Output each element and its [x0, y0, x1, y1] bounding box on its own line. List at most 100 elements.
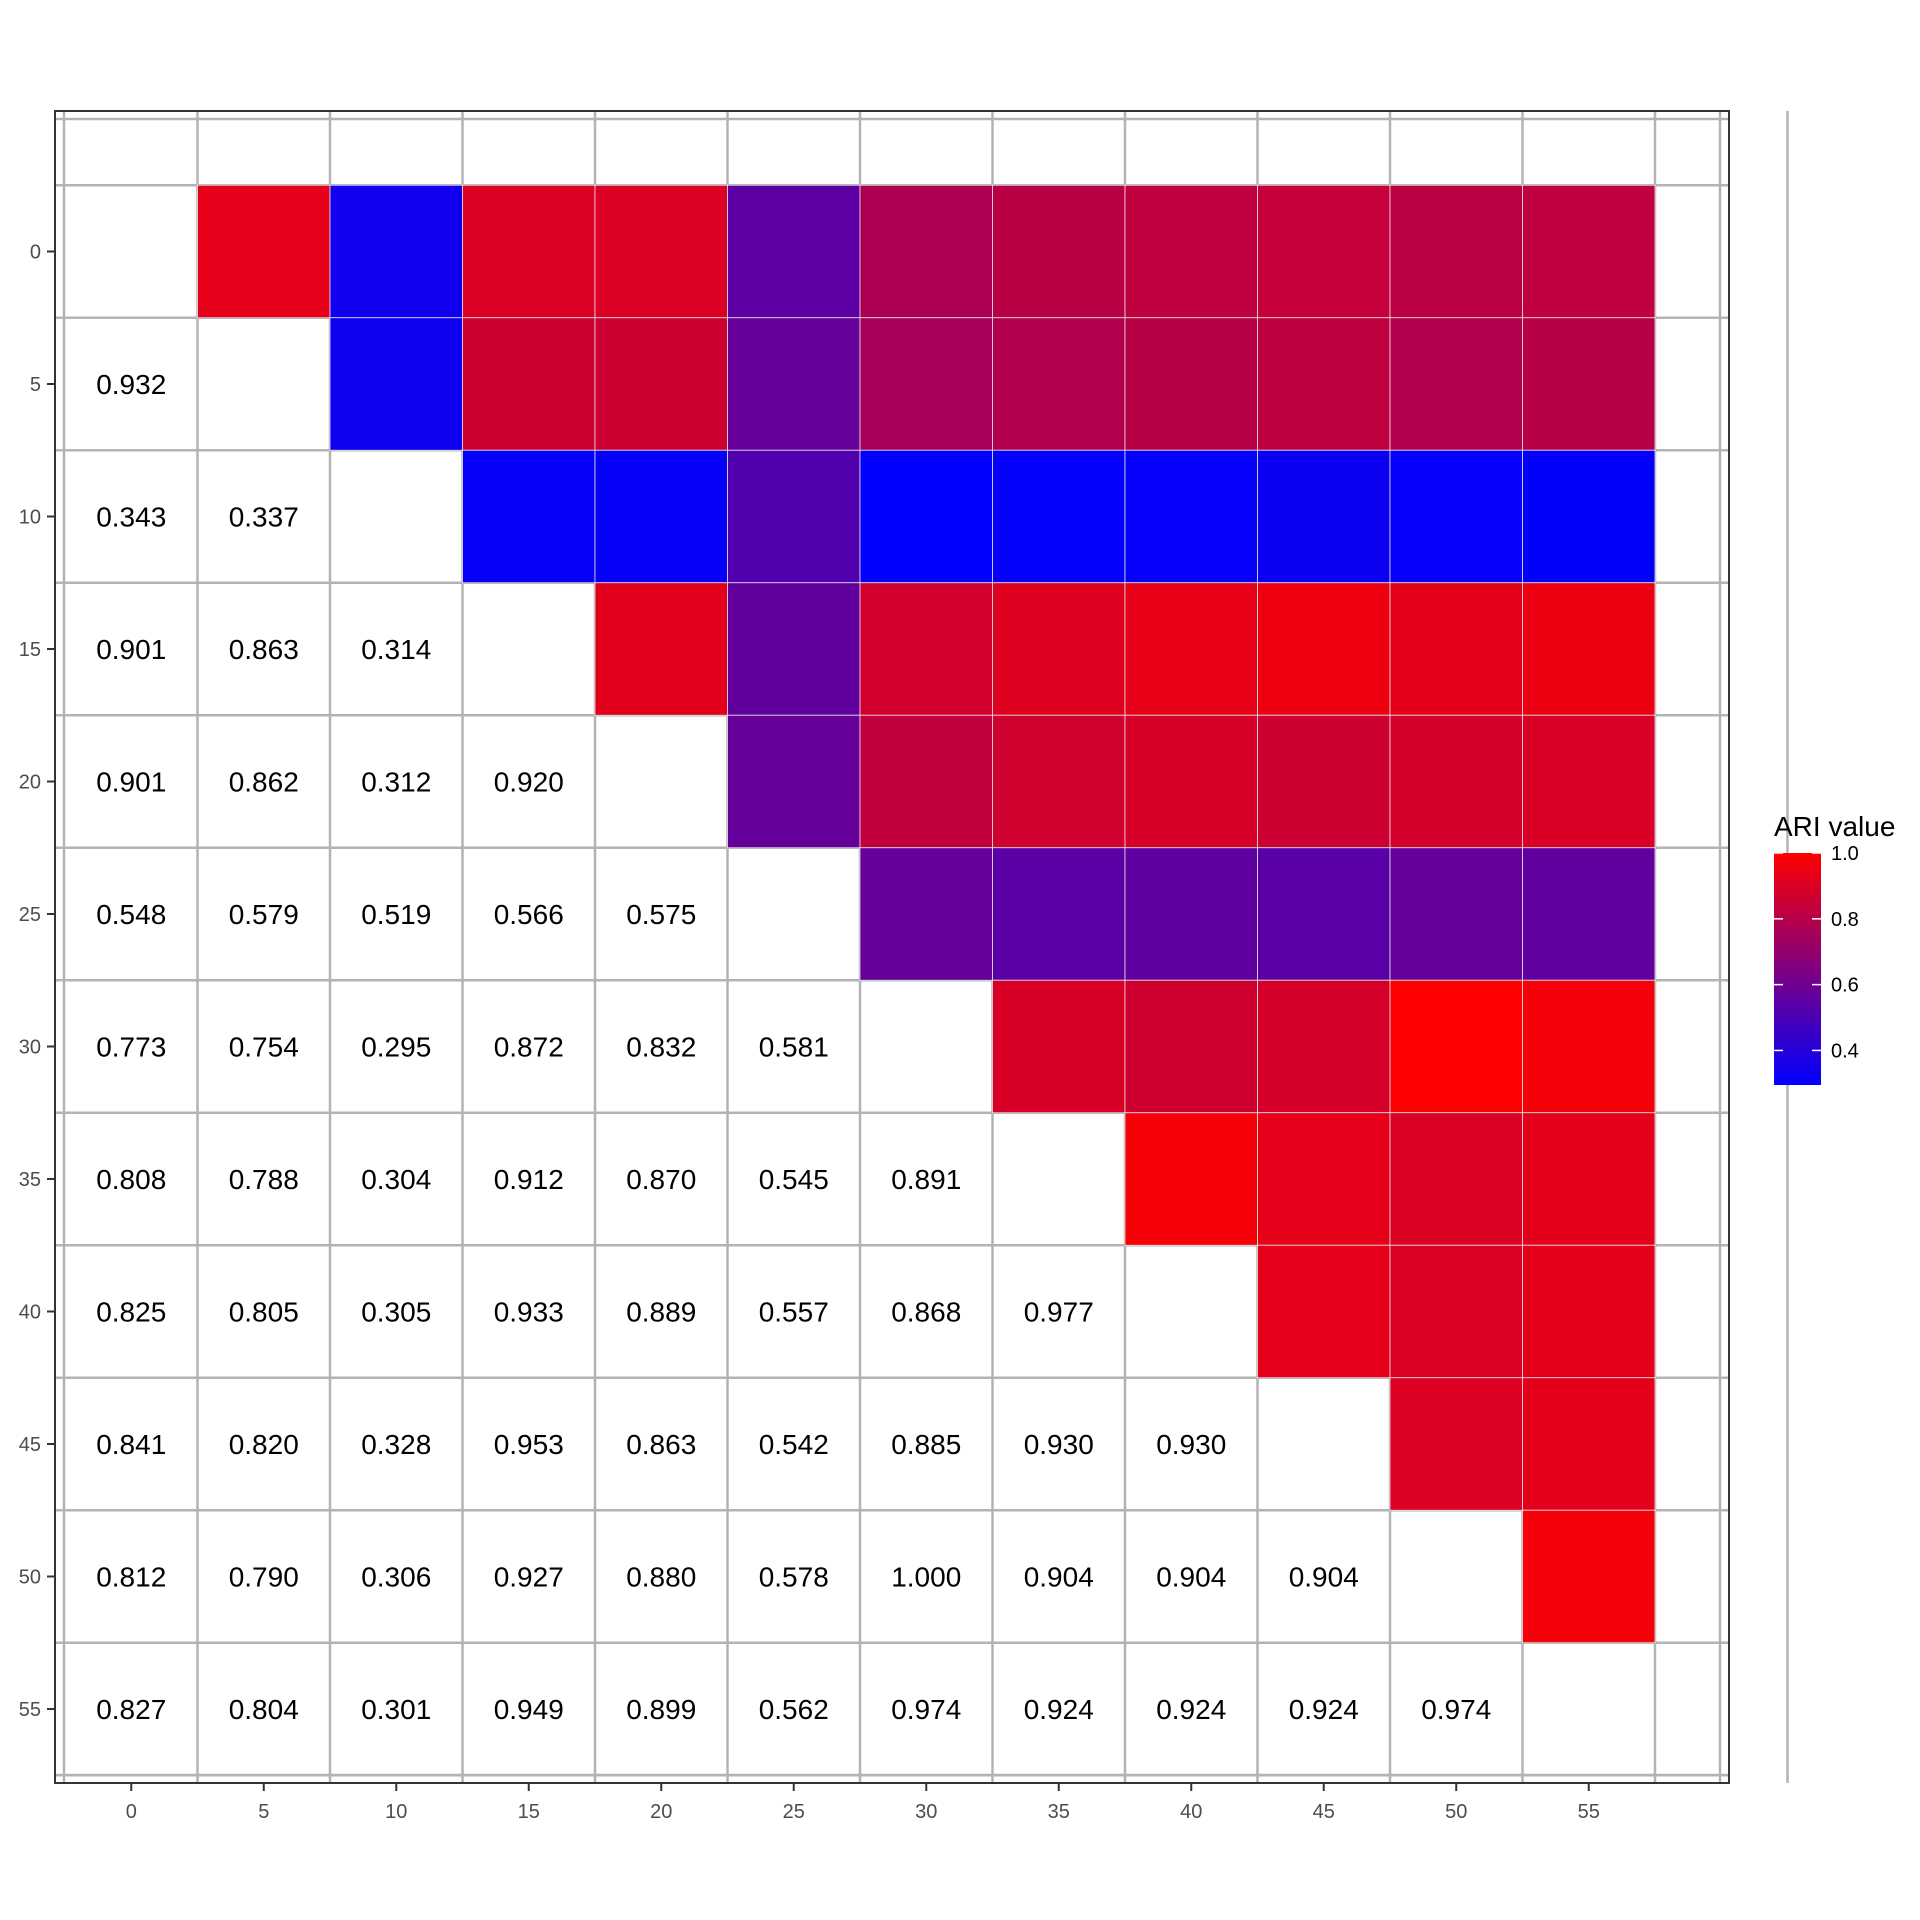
x-tick-label: 10	[385, 1801, 407, 1823]
cell-value-label: 0.579	[229, 899, 299, 930]
legend-tick-label: 0.8	[1831, 909, 1859, 931]
heatmap-tile	[1124, 1112, 1258, 1246]
cell-value-label: 0.548	[96, 899, 166, 930]
cell-value-label: 0.312	[361, 767, 431, 798]
x-tick-label: 0	[126, 1801, 137, 1823]
heatmap-tile	[594, 317, 728, 451]
y-tick-label: 35	[19, 1169, 41, 1191]
legend-tick-label: 1.0	[1831, 843, 1859, 865]
y-tick-label: 10	[19, 507, 41, 529]
cell-value-label: 0.305	[361, 1297, 431, 1328]
heatmap-tile	[1257, 1112, 1391, 1246]
heatmap-tile	[992, 847, 1126, 981]
cell-value-label: 0.566	[494, 899, 564, 930]
heatmap-tile	[329, 184, 463, 319]
cell-value-label: 0.301	[361, 1694, 431, 1725]
heatmap-tile	[462, 449, 596, 584]
heatmap-tile	[1124, 582, 1258, 716]
cell-value-label: 0.933	[494, 1297, 564, 1328]
cell-value-label: 0.773	[96, 1032, 166, 1063]
cell-value-label: 0.901	[96, 767, 166, 798]
cell-value-label: 0.863	[229, 634, 299, 665]
heatmap-tile	[1522, 184, 1656, 319]
legend-colorbar	[1774, 853, 1821, 1085]
x-tick-label: 40	[1180, 1801, 1202, 1823]
heatmap-tile	[1257, 582, 1391, 716]
heatmap-tile	[1257, 184, 1391, 319]
heatmap-tile	[1257, 449, 1391, 584]
x-tick-label: 30	[915, 1801, 937, 1823]
cell-value-label: 0.519	[361, 899, 431, 930]
heatmap-tile	[1389, 317, 1523, 451]
heatmap-tile	[992, 184, 1126, 319]
x-tick-label: 50	[1445, 1801, 1467, 1823]
cell-value-label: 0.314	[361, 634, 431, 665]
cell-value-label: 0.924	[1289, 1694, 1359, 1725]
cell-value-label: 0.880	[626, 1562, 696, 1593]
cell-value-label: 0.862	[229, 767, 299, 798]
cell-value-label: 0.932	[96, 369, 166, 400]
heatmap-tile	[1522, 1244, 1656, 1379]
x-tick-label: 5	[258, 1801, 269, 1823]
cell-value-label: 0.343	[96, 502, 166, 533]
y-tick-label: 55	[19, 1699, 41, 1721]
heatmap-tile	[859, 582, 993, 716]
cell-value-label: 0.920	[494, 767, 564, 798]
heatmap-tile	[1522, 979, 1656, 1114]
heatmap-tile	[1389, 847, 1523, 981]
cell-value-label: 0.924	[1024, 1694, 1094, 1725]
cell-value-label: 0.904	[1156, 1562, 1226, 1593]
heatmap-tile	[992, 317, 1126, 451]
cell-value-label: 0.912	[494, 1164, 564, 1195]
cell-value-label: 0.306	[361, 1562, 431, 1593]
heatmap-tile	[1124, 317, 1258, 451]
heatmap-tile	[1389, 1112, 1523, 1246]
heatmap-tile	[1389, 714, 1523, 849]
heatmap-tile	[1522, 449, 1656, 584]
heatmap-tile	[859, 449, 993, 584]
cell-value-label: 0.899	[626, 1694, 696, 1725]
y-tick-label: 40	[19, 1302, 41, 1324]
cell-value-label: 0.930	[1024, 1429, 1094, 1460]
legend-title: ARI value	[1774, 811, 1895, 842]
heatmap-tile	[594, 184, 728, 319]
cell-value-label: 0.542	[759, 1429, 829, 1460]
y-axis-ticks: 0 5 10 15 20 25 30 35 40 45 50 55	[19, 242, 55, 1721]
cell-value-label: 0.949	[494, 1694, 564, 1725]
heatmap-tile	[1124, 979, 1258, 1114]
heatmap-tile	[727, 449, 861, 584]
cell-value-label: 0.863	[626, 1429, 696, 1460]
heatmap-tile	[462, 184, 596, 319]
cell-value-label: 0.891	[891, 1164, 961, 1195]
heatmap-tile	[1389, 582, 1523, 716]
heatmap-tile	[594, 582, 728, 716]
heatmap-tile	[594, 449, 728, 584]
heatmap-tile	[1257, 714, 1391, 849]
heatmap-tile	[1522, 1112, 1656, 1246]
legend: ARI value 1.0 0.8 0.6 0.4	[1774, 811, 1895, 1085]
cell-value-label: 0.808	[96, 1164, 166, 1195]
legend-tick-label: 0.6	[1831, 975, 1859, 997]
y-tick-label: 30	[19, 1037, 41, 1059]
cell-value-labels: 0.932 0.343 0.337 0.901 0.863 0.314 0.901 0.862…	[96, 369, 1491, 1725]
cell-value-label: 0.557	[759, 1297, 829, 1328]
heatmap-tile	[727, 714, 861, 849]
cell-value-label: 0.754	[229, 1032, 299, 1063]
cell-value-label: 0.578	[759, 1562, 829, 1593]
heatmap-tile	[1522, 1377, 1656, 1511]
heatmap-tile	[1522, 714, 1656, 849]
cell-value-label: 0.974	[1421, 1694, 1491, 1725]
heatmap-tile	[1124, 714, 1258, 849]
cell-value-label: 0.790	[229, 1562, 299, 1593]
cell-value-label: 0.924	[1156, 1694, 1226, 1725]
heatmap-tile	[462, 317, 596, 451]
heatmap-tile	[1522, 317, 1656, 451]
heatmap-tile	[1389, 979, 1523, 1114]
cell-value-label: 0.545	[759, 1164, 829, 1195]
heatmap-tile	[859, 184, 993, 319]
cell-value-label: 0.977	[1024, 1297, 1094, 1328]
cell-value-label: 0.885	[891, 1429, 961, 1460]
cell-value-label: 1.000	[891, 1562, 961, 1593]
cell-value-label: 0.974	[891, 1694, 961, 1725]
